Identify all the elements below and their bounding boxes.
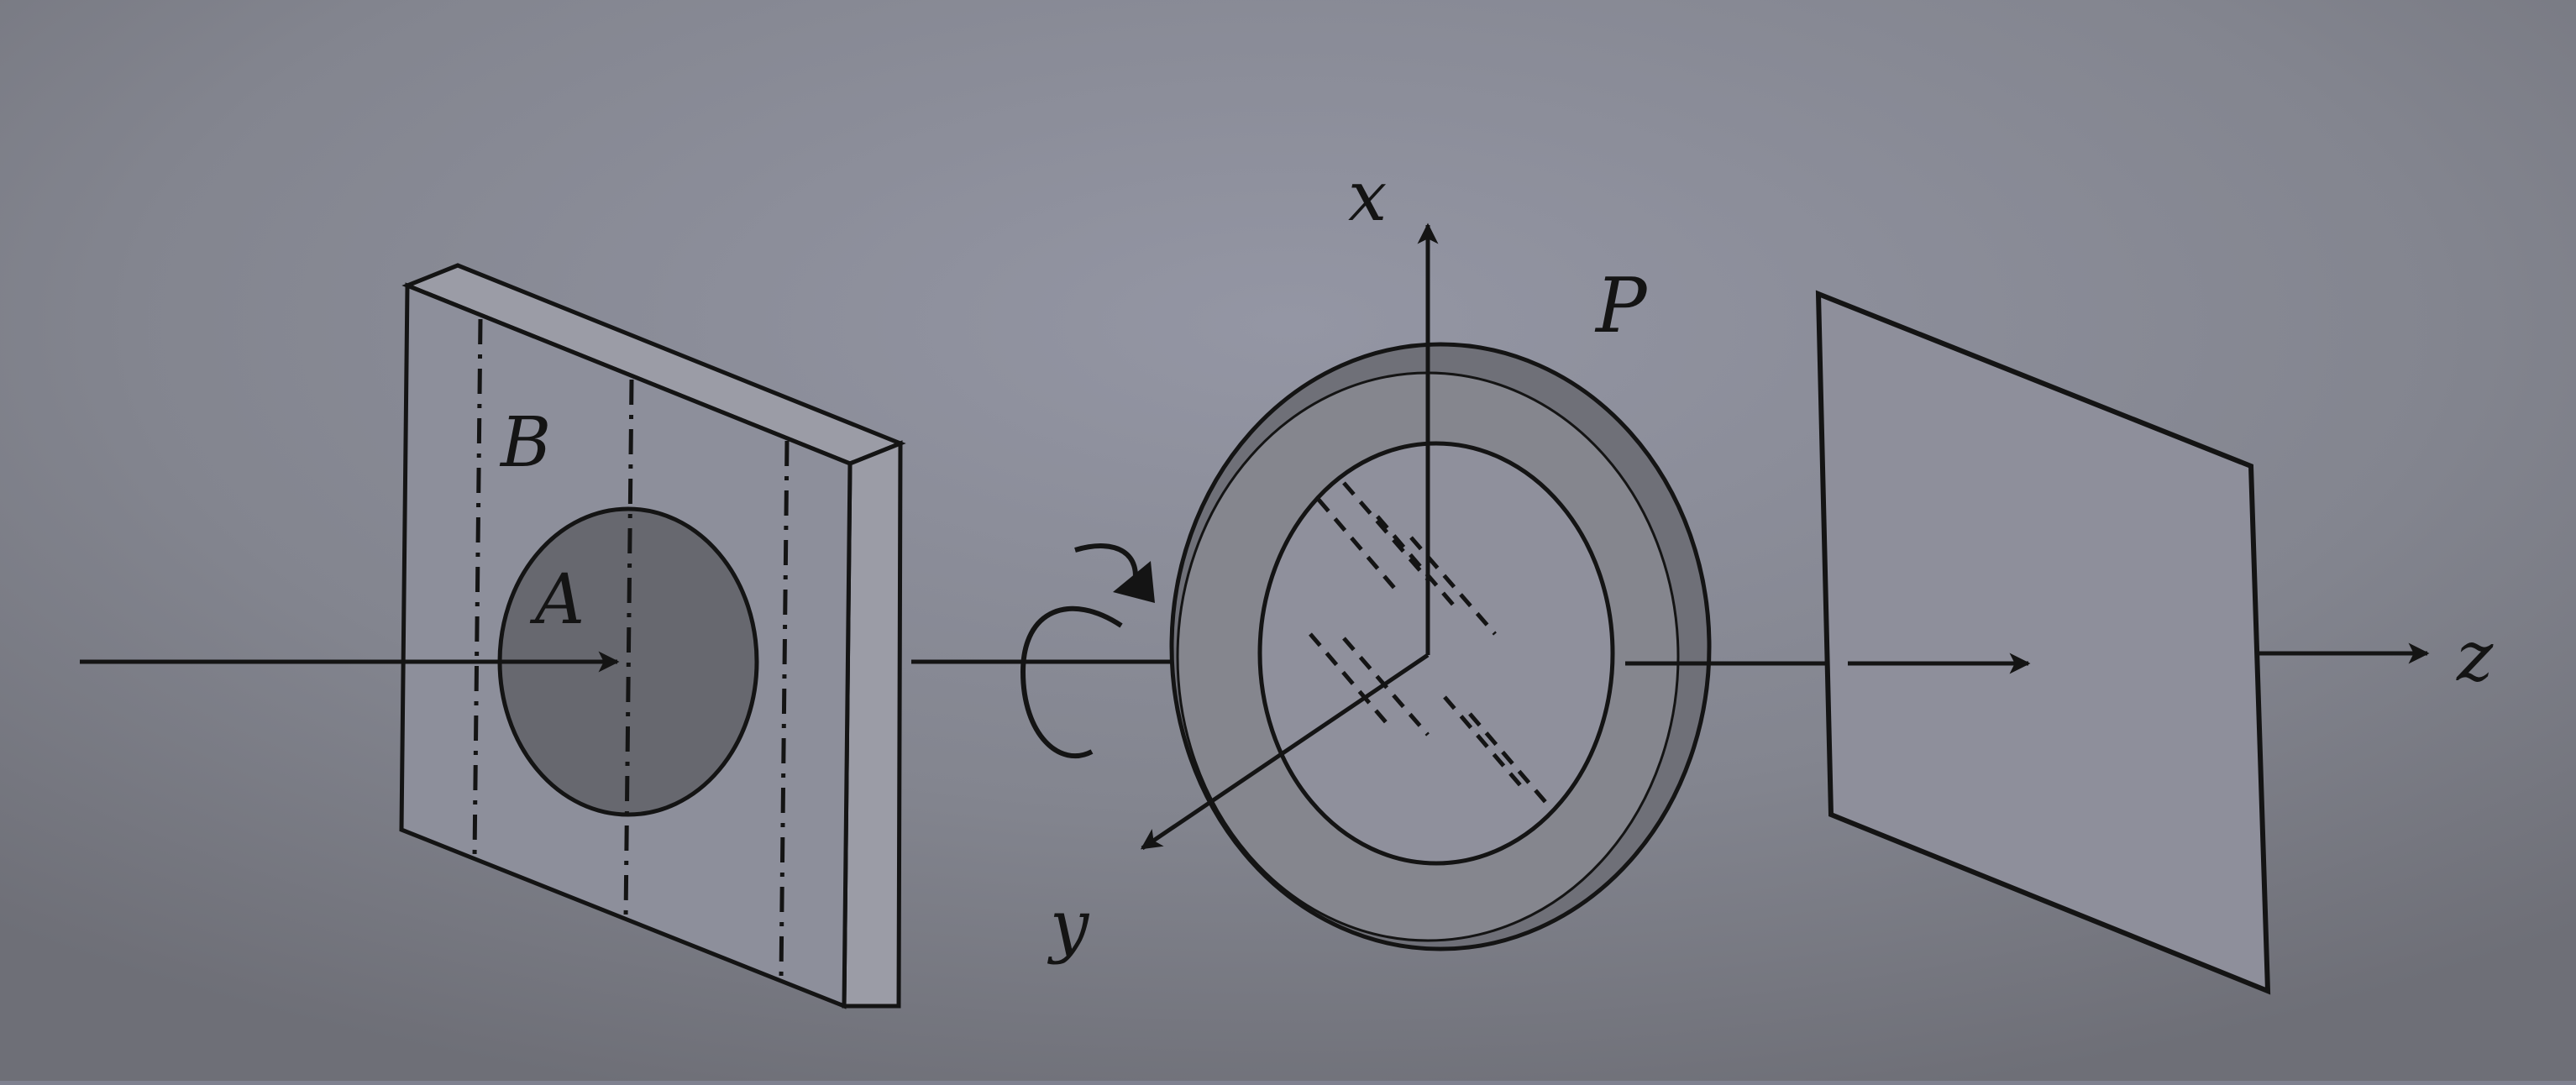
polarizer-hole bbox=[1257, 441, 1615, 866]
screen bbox=[1815, 290, 2271, 995]
label-p: P bbox=[1594, 262, 1648, 350]
y-axis bbox=[1140, 653, 1430, 851]
plate-b: B A bbox=[399, 263, 906, 1009]
dash-dot-line-right bbox=[779, 440, 790, 979]
dash-dot-line-left bbox=[472, 318, 483, 859]
plate-side-edge bbox=[842, 440, 903, 1009]
polarizer-p: x y P bbox=[1047, 157, 1712, 966]
label-b: B bbox=[499, 403, 551, 483]
label-x: x bbox=[1348, 157, 1387, 237]
label-y: y bbox=[1047, 886, 1090, 966]
rotation-arrow-icon bbox=[1020, 605, 1123, 758]
label-a: A bbox=[529, 560, 585, 640]
polarizer-hatch bbox=[1309, 481, 1547, 804]
label-z: z bbox=[2456, 617, 2494, 697]
rotation-arrow-head bbox=[1113, 561, 1155, 603]
dash-dot-line-center bbox=[623, 379, 634, 920]
